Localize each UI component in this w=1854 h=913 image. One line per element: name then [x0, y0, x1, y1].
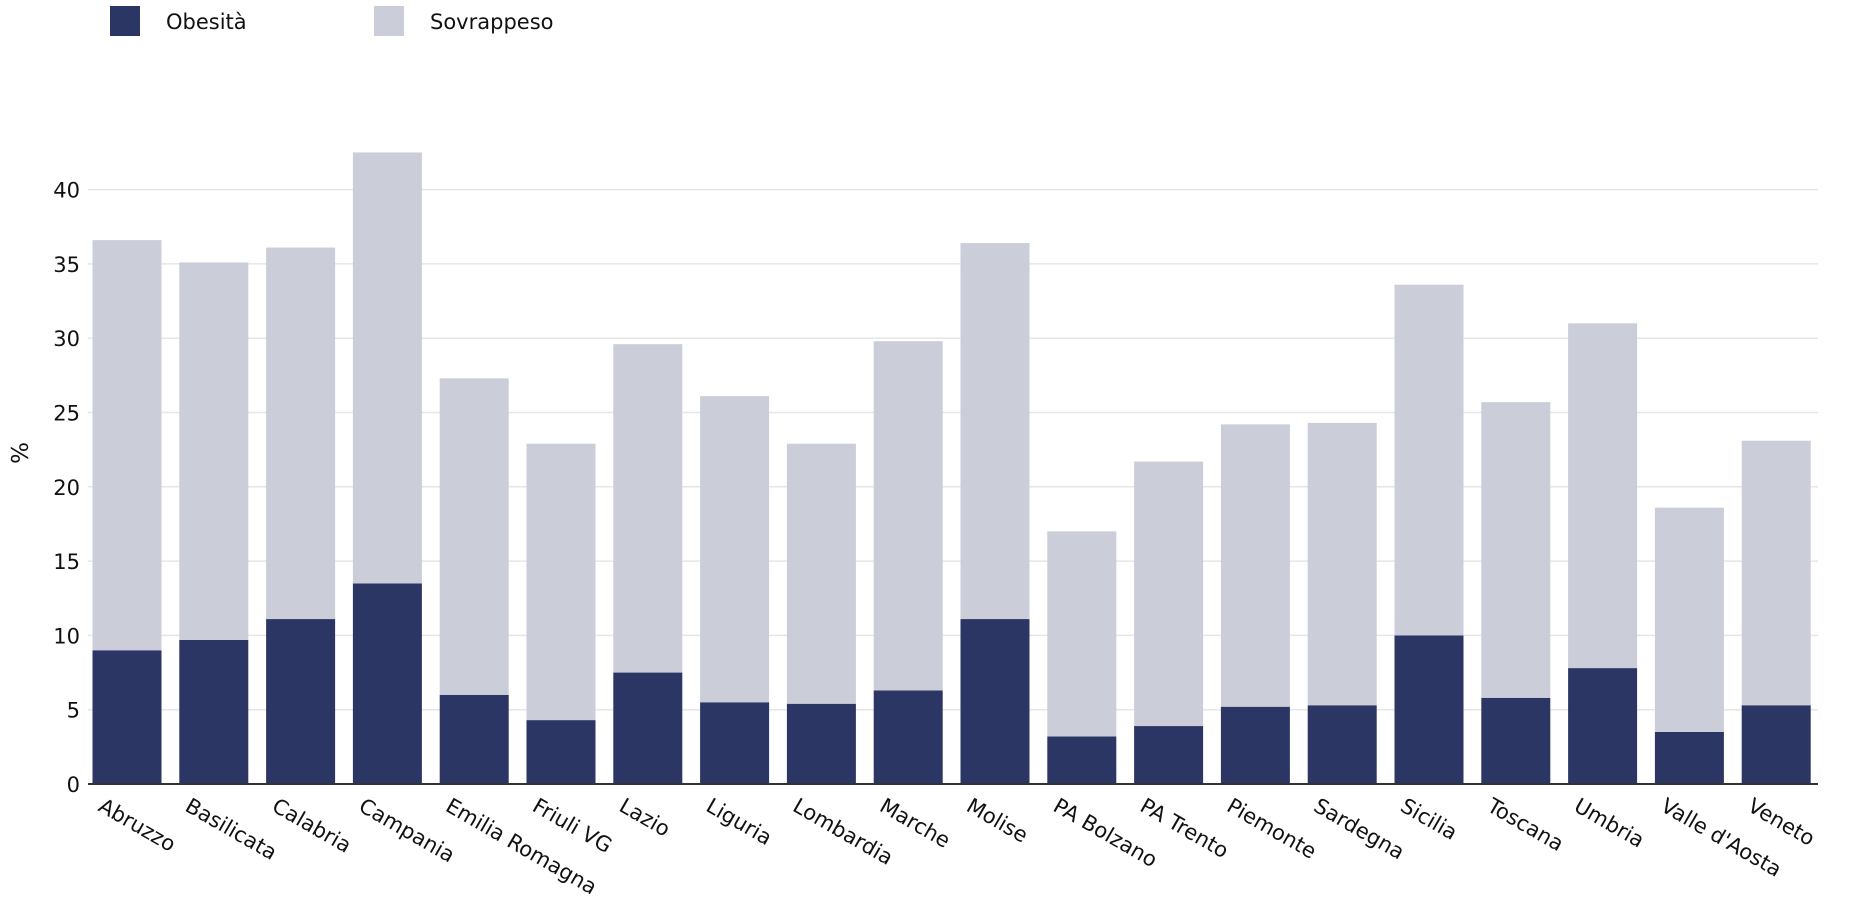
bar-obesita-16 — [1481, 697, 1551, 784]
y-tick-label-15: 15 — [53, 550, 80, 574]
y-tick-label-5: 5 — [67, 699, 80, 723]
bar-sovrappeso-19 — [1741, 440, 1811, 706]
x-tick-label-17: Umbria — [1570, 794, 1648, 853]
bar-sovrappeso-11 — [1047, 531, 1117, 737]
bar-obesita-15 — [1394, 635, 1464, 784]
bar-sovrappeso-1 — [179, 262, 249, 640]
bar-obesita-11 — [1047, 736, 1117, 784]
x-tick-label-0: Abruzzo — [95, 794, 180, 857]
bars — [92, 152, 1811, 784]
x-tick-label-15: Sicilia — [1397, 794, 1462, 845]
bar-obesita-5 — [526, 720, 596, 784]
bar-obesita-12 — [1134, 726, 1204, 784]
x-tick-label-3: Campania — [355, 794, 459, 868]
bar-obesita-0 — [92, 650, 162, 784]
y-tick-label-10: 10 — [53, 624, 80, 648]
bar-sovrappeso-9 — [873, 341, 943, 691]
x-tick-label-13: Piemonte — [1223, 794, 1321, 864]
bar-obesita-1 — [179, 639, 249, 784]
x-tick-label-14: Sardegna — [1310, 794, 1409, 865]
legend-swatch-sovrappeso — [374, 6, 404, 36]
bar-obesita-7 — [700, 702, 770, 784]
bar-obesita-19 — [1741, 705, 1811, 784]
y-axis-title: % — [8, 442, 34, 464]
x-tick-label-10: Molise — [963, 794, 1033, 848]
y-tick-label-35: 35 — [53, 253, 80, 277]
bar-sovrappeso-13 — [1220, 424, 1290, 707]
bar-sovrappeso-5 — [526, 443, 596, 721]
bar-sovrappeso-6 — [613, 344, 683, 673]
bar-obesita-3 — [352, 583, 422, 784]
x-tick-label-16: Toscana — [1482, 793, 1567, 856]
bar-obesita-17 — [1568, 668, 1638, 784]
bar-obesita-18 — [1654, 731, 1724, 784]
x-tick-label-6: Lazio — [615, 794, 674, 842]
y-tick-label-0: 0 — [67, 773, 80, 797]
bar-sovrappeso-12 — [1134, 461, 1204, 727]
legend: Obesità Sovrappeso — [110, 6, 553, 36]
legend-swatch-obesita — [110, 6, 140, 36]
gridlines — [88, 188, 1818, 711]
bar-obesita-6 — [613, 672, 683, 784]
x-tick-label-2: Calabria — [268, 794, 355, 858]
bar-sovrappeso-15 — [1394, 284, 1464, 636]
bar-obesita-14 — [1307, 705, 1377, 784]
y-tick-label-25: 25 — [53, 402, 80, 426]
bar-obesita-9 — [873, 690, 943, 784]
bar-obesita-10 — [960, 619, 1030, 784]
y-axis-ticks: 0 5 10 15 20 25 30 35 40 — [53, 179, 80, 797]
bar-sovrappeso-18 — [1654, 507, 1724, 732]
y-tick-label-40: 40 — [53, 179, 80, 203]
y-tick-label-20: 20 — [53, 476, 80, 500]
bar-sovrappeso-14 — [1307, 422, 1377, 706]
x-tick-label-4: Emilia Romagna — [442, 794, 601, 900]
bar-obesita-4 — [439, 694, 509, 784]
bar-obesita-8 — [786, 703, 856, 784]
bar-sovrappeso-16 — [1481, 402, 1551, 698]
legend-label-obesita: Obesità — [166, 10, 247, 34]
bar-sovrappeso-3 — [352, 152, 422, 584]
bar-obesita-2 — [266, 619, 336, 784]
bar-sovrappeso-0 — [92, 240, 162, 651]
bar-sovrappeso-8 — [786, 443, 856, 704]
legend-label-sovrappeso: Sovrappeso — [430, 10, 553, 34]
y-tick-label-30: 30 — [53, 327, 80, 351]
bar-obesita-13 — [1220, 706, 1290, 784]
bar-sovrappeso-17 — [1568, 323, 1638, 669]
bar-sovrappeso-4 — [439, 378, 509, 695]
bar-sovrappeso-7 — [700, 396, 770, 703]
x-tick-label-7: Liguria — [702, 794, 776, 851]
x-tick-label-1: Basilicata — [181, 794, 281, 865]
bar-sovrappeso-10 — [960, 243, 1030, 620]
bar-sovrappeso-2 — [266, 247, 336, 620]
